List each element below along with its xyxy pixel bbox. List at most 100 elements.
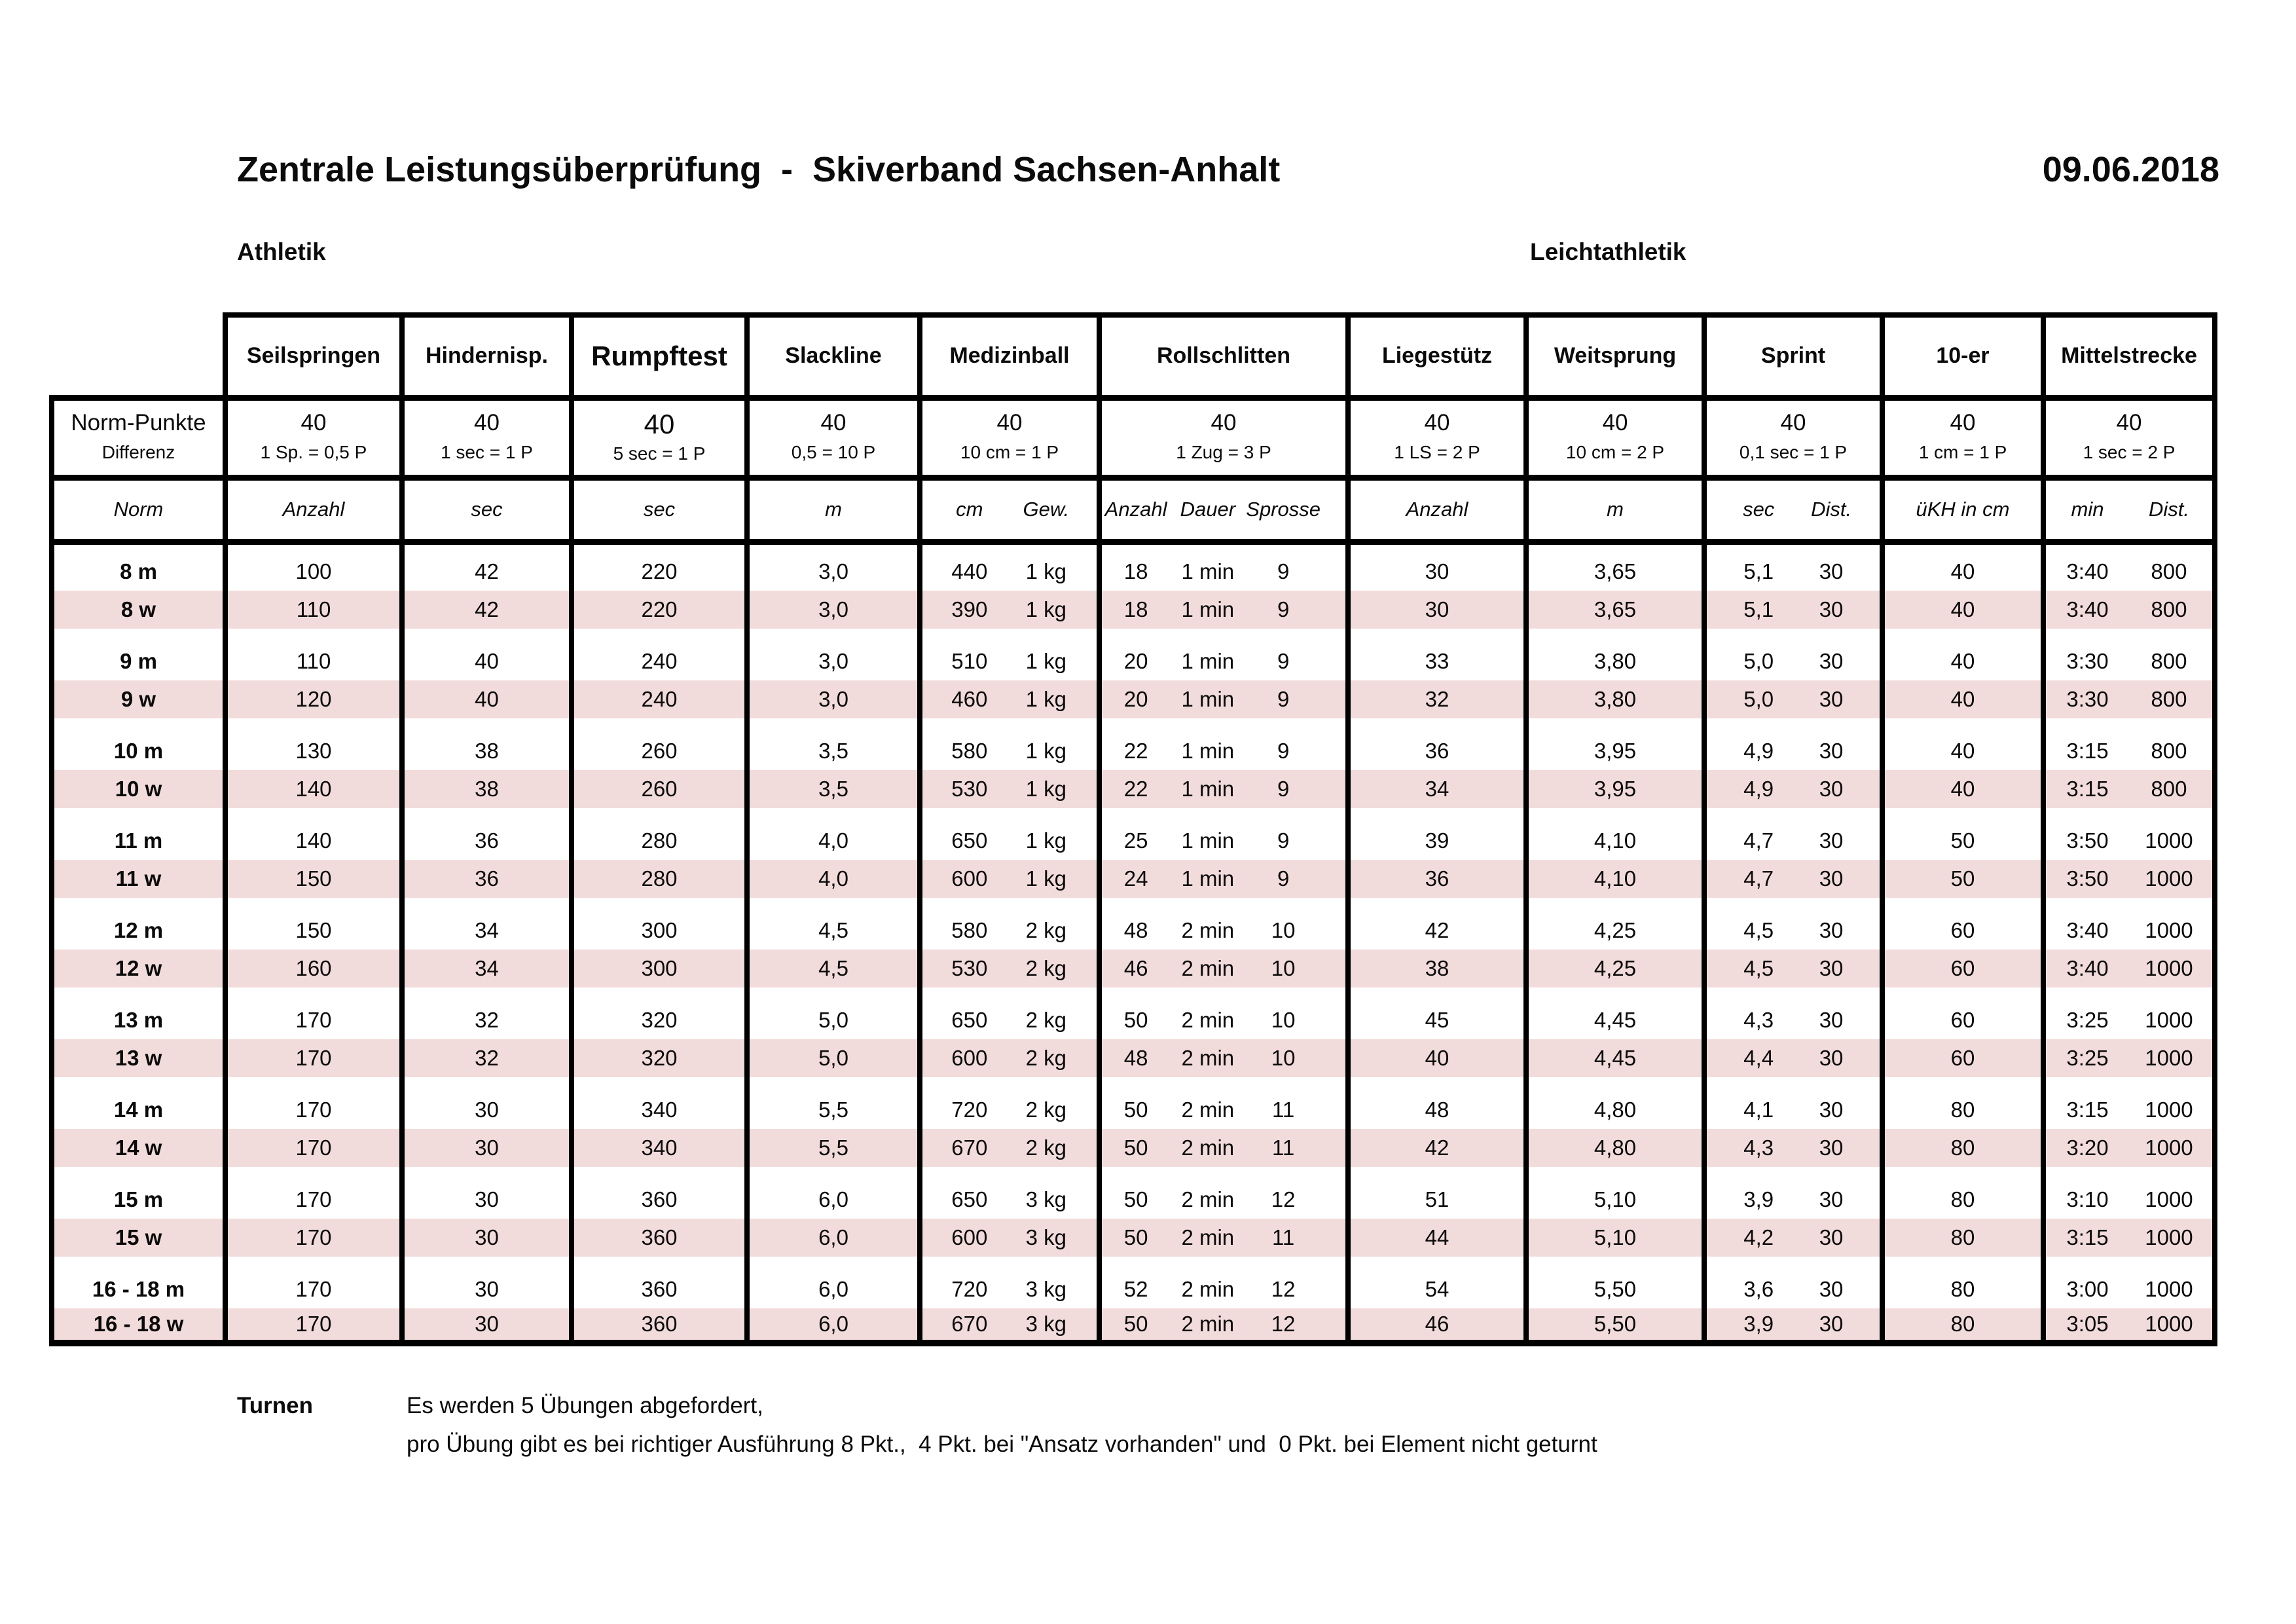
spacer-cell bbox=[405, 1077, 574, 1091]
cell-part: 600 bbox=[951, 1045, 988, 1070]
cell-part: 460 bbox=[951, 686, 988, 711]
cell-part: 800 bbox=[2151, 559, 2187, 583]
cell-part: 4,3 bbox=[1743, 1007, 1774, 1032]
cell-part: 2 kg bbox=[1025, 1135, 1067, 1160]
data-cell-11-w-weitsprung: 4,10 bbox=[1529, 860, 1707, 898]
stack-bottom: 1 sec = 2 P bbox=[2083, 441, 2176, 462]
data-cell-8-w-hindernisp: 42 bbox=[405, 591, 574, 629]
data-row-11-w: 11 w 150 36 280 4,0 600 1 kg 24 1 min 9 36 4,10 4,7 3… bbox=[49, 860, 2217, 898]
stack-top: 40 bbox=[1424, 409, 1450, 435]
cell-part: 4,2 bbox=[1743, 1225, 1774, 1249]
spacer-cell bbox=[49, 808, 228, 822]
data-cell-9-w-seilspringen: 120 bbox=[228, 680, 405, 718]
spacer-cell bbox=[750, 539, 922, 553]
row-label-8-m: 8 m bbox=[49, 553, 228, 591]
data-cell-8-w-rollschlitten: 18 1 min 9 bbox=[1102, 591, 1351, 629]
stack-top: 40 bbox=[1602, 409, 1628, 435]
data-cell-11-w-rollschlitten: 24 1 min 9 bbox=[1102, 860, 1351, 898]
cell-part: min bbox=[2071, 498, 2104, 521]
cell-part: 2 min bbox=[1181, 1225, 1235, 1249]
spacer-cell bbox=[2046, 1077, 2217, 1091]
norm-unit-cell-mittelstrecke: min Dist. bbox=[2046, 475, 2217, 539]
cell-part: 30 bbox=[1819, 1311, 1844, 1336]
data-cell-10-w-rollschlitten: 22 1 min 9 bbox=[1102, 770, 1351, 808]
spacer-cell bbox=[1885, 1257, 2046, 1270]
spacer-cell bbox=[1351, 987, 1529, 1001]
data-cell-16-18-w-rumpftest: 360 bbox=[574, 1308, 750, 1346]
spacer-row bbox=[49, 1257, 2217, 1270]
spacer-cell bbox=[750, 629, 922, 642]
data-cell-9-m-hindernisp: 40 bbox=[405, 642, 574, 680]
cell-part: 3:15 bbox=[2066, 1097, 2109, 1122]
row-label-9-m: 9 m bbox=[49, 642, 228, 680]
cell-part: cm bbox=[956, 498, 983, 521]
spacer-cell bbox=[1529, 898, 1707, 912]
spacer-cell bbox=[405, 808, 574, 822]
row-label-11-m: 11 m bbox=[49, 822, 228, 860]
data-cell-12-m-10-er: 60 bbox=[1885, 912, 2046, 950]
cell-part: 11 bbox=[1272, 1135, 1295, 1160]
cell-part: 30 bbox=[1819, 866, 1844, 891]
cell-part: 1000 bbox=[2145, 1045, 2193, 1070]
row-label-15-w: 15 w bbox=[49, 1219, 228, 1257]
data-cell-9-w-hindernisp: 40 bbox=[405, 680, 574, 718]
cell-part: 30 bbox=[1819, 1007, 1844, 1032]
cell-part: 24 bbox=[1123, 866, 1148, 891]
data-cell-12-m-rollschlitten: 48 2 min 10 bbox=[1102, 912, 1351, 950]
data-cell-11-w-seilspringen: 150 bbox=[228, 860, 405, 898]
data-cell-9-w-slackline: 3,0 bbox=[750, 680, 922, 718]
norm-points-cell-medizinball: 40 10 cm = 1 P bbox=[922, 395, 1102, 475]
cell-part: 4,5 bbox=[1743, 955, 1774, 980]
data-cell-11-w-rumpftest: 280 bbox=[574, 860, 750, 898]
spacer-cell bbox=[1102, 629, 1351, 642]
data-cell-16-18-m-liegestütz: 54 bbox=[1351, 1270, 1529, 1308]
data-cell-11-m-seilspringen: 140 bbox=[228, 822, 405, 860]
cell-part: 50 bbox=[1123, 1135, 1148, 1160]
data-cell-15-w-liegestütz: 44 bbox=[1351, 1219, 1529, 1257]
spacer-cell bbox=[1102, 718, 1351, 732]
data-cell-13-m-seilspringen: 170 bbox=[228, 1001, 405, 1039]
cell-part: 3:40 bbox=[2066, 955, 2109, 980]
data-cell-12-w-seilspringen: 160 bbox=[228, 950, 405, 987]
spacer-cell bbox=[405, 718, 574, 732]
data-cell-13-w-rumpftest: 320 bbox=[574, 1039, 750, 1077]
data-cell-13-m-hindernisp: 32 bbox=[405, 1001, 574, 1039]
norm-label: Norm bbox=[49, 475, 228, 539]
data-cell-9-m-rollschlitten: 20 1 min 9 bbox=[1102, 642, 1351, 680]
spacer-row bbox=[49, 629, 2217, 642]
spacer-row bbox=[49, 987, 2217, 1001]
cell-part: 11 bbox=[1272, 1097, 1295, 1122]
cell-part: 1000 bbox=[2145, 1135, 2193, 1160]
data-cell-16-18-m-10-er: 80 bbox=[1885, 1270, 2046, 1308]
cell-part: Dauer bbox=[1180, 498, 1236, 521]
data-cell-15-w-hindernisp: 30 bbox=[405, 1219, 574, 1257]
data-cell-15-m-medizinball: 650 3 kg bbox=[922, 1181, 1102, 1219]
row-label-15-m: 15 m bbox=[49, 1181, 228, 1219]
spacer-cell bbox=[1351, 1077, 1529, 1091]
stack-bottom: 0,5 = 10 P bbox=[791, 441, 876, 462]
data-cell-10-m-slackline: 3,5 bbox=[750, 732, 922, 770]
cell-part: 1 min bbox=[1181, 738, 1235, 763]
data-cell-13-w-sprint: 4,4 30 bbox=[1707, 1039, 1885, 1077]
data-cell-9-w-mittelstrecke: 3:30 800 bbox=[2046, 680, 2217, 718]
data-cell-11-w-medizinball: 600 1 kg bbox=[922, 860, 1102, 898]
column-header-seilspringen: Seilspringen bbox=[228, 312, 405, 395]
cell-part: Sprosse bbox=[1246, 498, 1321, 521]
data-cell-10-m-sprint: 4,9 30 bbox=[1707, 732, 1885, 770]
column-header-weitsprung: Weitsprung bbox=[1529, 312, 1707, 395]
cell-part: 4,9 bbox=[1743, 776, 1774, 801]
column-header-slackline: Slackline bbox=[750, 312, 922, 395]
cell-part: 10 bbox=[1271, 917, 1296, 942]
spacer-cell bbox=[228, 629, 405, 642]
spacer-cell bbox=[2046, 629, 2217, 642]
cell-part: 3 kg bbox=[1025, 1311, 1067, 1336]
data-row-11-m: 11 m 140 36 280 4,0 650 1 kg 25 1 min 9 39 4,10 4,7 3… bbox=[49, 822, 2217, 860]
data-cell-15-w-rollschlitten: 50 2 min 11 bbox=[1102, 1219, 1351, 1257]
cell-part: 46 bbox=[1123, 955, 1148, 980]
cell-part: 800 bbox=[2151, 597, 2187, 621]
data-cell-16-18-m-hindernisp: 30 bbox=[405, 1270, 574, 1308]
spacer-cell bbox=[228, 987, 405, 1001]
row-label-10-m: 10 m bbox=[49, 732, 228, 770]
spacer-cell bbox=[922, 808, 1102, 822]
spacer-cell bbox=[750, 718, 922, 732]
